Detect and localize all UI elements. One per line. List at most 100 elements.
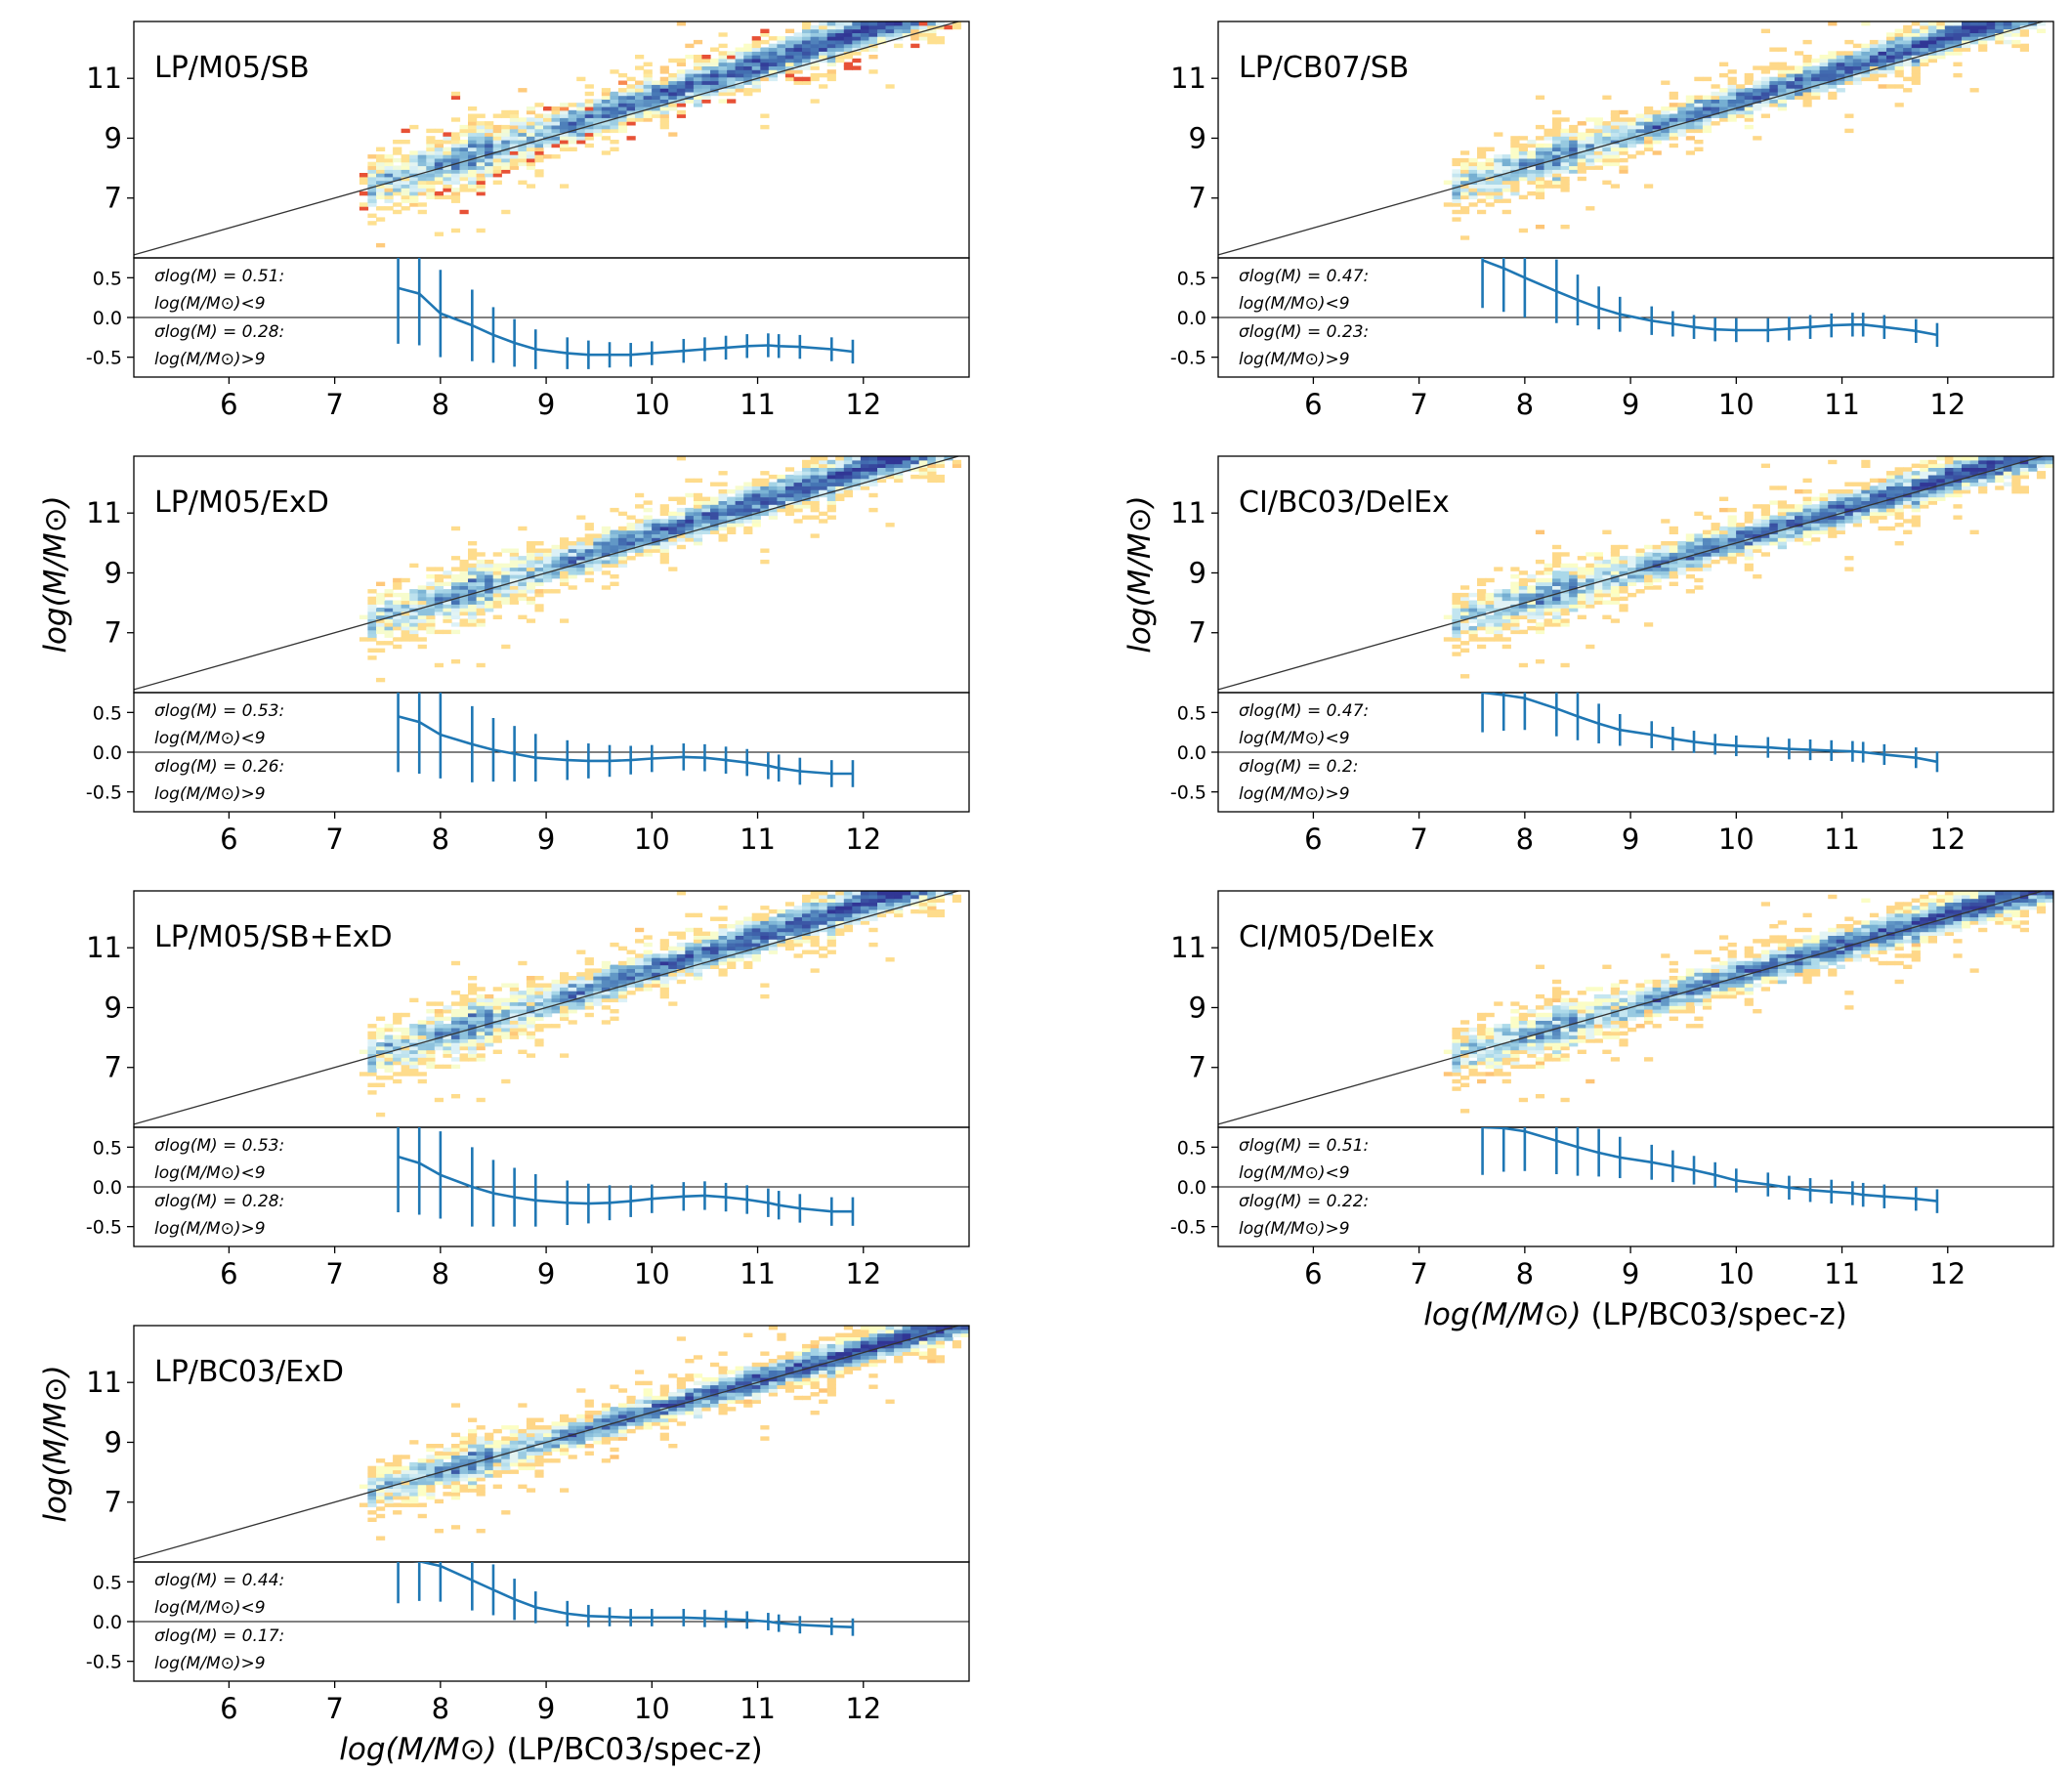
density-cell xyxy=(885,467,895,472)
density-cell xyxy=(944,456,953,461)
density-cell xyxy=(509,1031,519,1036)
density-cell xyxy=(1602,585,1612,590)
density-cell xyxy=(927,463,937,468)
density-cell xyxy=(1610,1027,1620,1033)
density-cell xyxy=(1786,504,1796,509)
density-cell xyxy=(560,574,570,579)
density-cell xyxy=(601,987,611,992)
density-cell xyxy=(1468,176,1478,182)
density-cell xyxy=(643,935,653,940)
density-cell xyxy=(1819,529,1829,534)
density-cell xyxy=(626,991,636,995)
density-cell xyxy=(443,180,452,185)
density-cell xyxy=(835,471,845,476)
density-cell xyxy=(685,99,695,104)
density-cell xyxy=(1460,596,1470,602)
density-cell xyxy=(551,154,561,159)
residual-series xyxy=(397,1127,855,1227)
density-cell xyxy=(1920,36,1929,41)
density-cell xyxy=(810,99,820,104)
density-cell xyxy=(1978,43,1988,49)
density-cell xyxy=(1760,504,1770,509)
density-cell xyxy=(1769,533,1779,538)
density-cell xyxy=(1953,482,1963,486)
density-cell xyxy=(1861,507,1871,513)
density-cell xyxy=(576,1001,586,1006)
density-cell xyxy=(409,1024,419,1029)
density-cell xyxy=(543,589,553,594)
density-cell xyxy=(459,165,469,170)
density-cell xyxy=(434,604,444,609)
density-cell xyxy=(450,95,461,100)
density-cell xyxy=(384,184,394,189)
density-cell xyxy=(1619,596,1628,602)
density-cell xyxy=(1677,997,1687,1003)
density-cell xyxy=(1769,91,1779,97)
density-cell xyxy=(1635,987,1645,992)
density-cell xyxy=(751,39,761,45)
density-cell xyxy=(1828,72,1838,78)
density-cell xyxy=(643,942,653,948)
density-cell xyxy=(1452,592,1461,598)
density-cell xyxy=(450,567,461,571)
density-cell xyxy=(1878,478,1887,484)
density-cell xyxy=(1543,622,1553,627)
density-cell xyxy=(543,574,553,579)
density-cell xyxy=(476,993,486,999)
density-cell xyxy=(885,523,895,528)
density-cell xyxy=(468,121,478,126)
density-cell xyxy=(459,622,469,627)
density-cell xyxy=(1886,84,1896,89)
density-cell xyxy=(835,456,845,461)
density-cell xyxy=(393,140,402,145)
density-cell xyxy=(1518,1027,1528,1033)
density-cell xyxy=(877,898,887,903)
density-cell xyxy=(1510,180,1520,185)
density-cell xyxy=(768,935,778,940)
density-cell xyxy=(1593,987,1603,992)
density-cell xyxy=(476,622,486,627)
density-cell xyxy=(1911,485,1921,490)
density-cell xyxy=(826,51,836,56)
density-cell xyxy=(1577,157,1586,163)
density-cell xyxy=(860,478,870,484)
density-cell xyxy=(560,106,570,111)
density-cell xyxy=(560,567,570,571)
density-cell xyxy=(1903,62,1913,66)
density-cell xyxy=(1861,500,1871,505)
density-cell xyxy=(492,132,502,137)
density-cell xyxy=(459,618,469,623)
density-cell xyxy=(819,32,828,37)
density-cell xyxy=(584,117,594,122)
density-cell xyxy=(668,972,678,977)
density-cell xyxy=(526,589,536,594)
density-cell xyxy=(610,976,619,981)
density-cell xyxy=(426,173,436,178)
density-cell xyxy=(1936,492,1946,498)
density-cell xyxy=(760,58,770,63)
density-cell xyxy=(810,24,820,30)
density-cell xyxy=(668,106,678,111)
density-cell xyxy=(885,474,895,480)
density-cell xyxy=(718,504,728,509)
density-cell xyxy=(1802,55,1812,60)
density-cell xyxy=(793,953,803,958)
density-cell xyxy=(426,1031,436,1036)
density-cell xyxy=(1560,552,1570,557)
density-cell xyxy=(1569,608,1579,612)
density-cell xyxy=(509,128,519,134)
density-cell xyxy=(760,983,770,988)
density-cell xyxy=(2019,456,2029,461)
density-cell xyxy=(560,1005,570,1010)
density-cell xyxy=(2011,482,2021,486)
density-cell xyxy=(459,1020,469,1025)
density-cell xyxy=(468,161,478,167)
density-cell xyxy=(1786,529,1796,534)
density-cell xyxy=(1494,198,1503,203)
density-cell xyxy=(1828,21,1838,26)
density-cell xyxy=(1936,485,1946,490)
density-cell xyxy=(643,537,653,542)
density-cell xyxy=(1501,154,1511,159)
density-cell xyxy=(643,972,653,977)
density-cell xyxy=(409,596,419,602)
